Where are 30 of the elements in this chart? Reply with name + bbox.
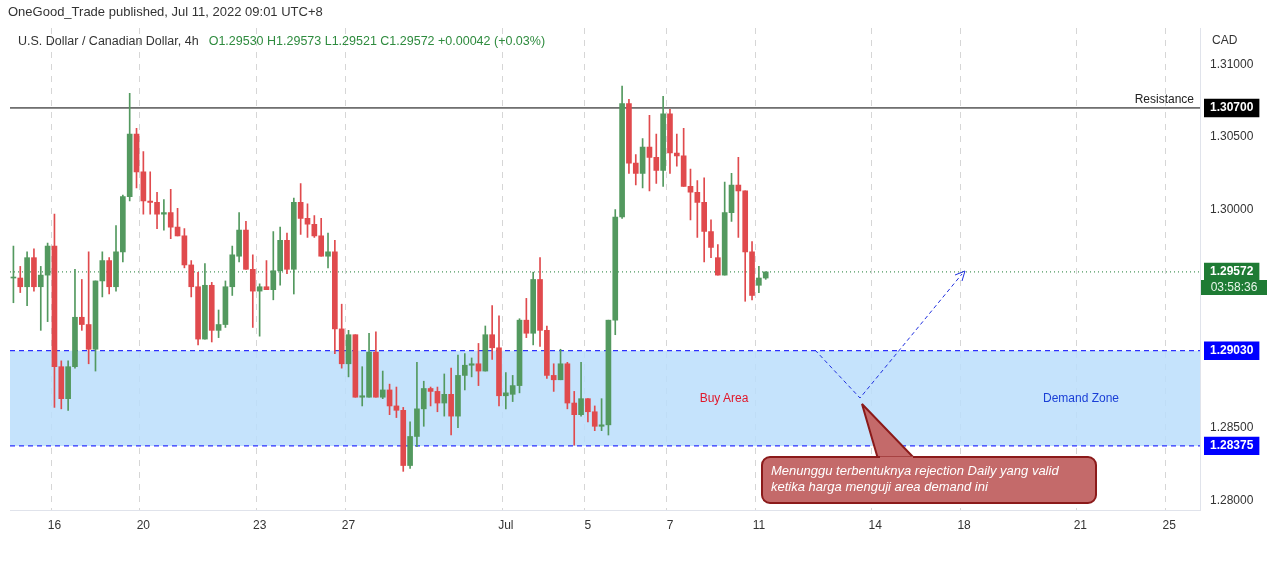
- annotation: Demand Zone: [1042, 390, 1120, 405]
- x-tick-label: 20: [136, 518, 151, 533]
- annotation: Menunggu terbentuknya rejection Daily yang valid ketika harga menguji area demand ini: [761, 456, 1097, 502]
- x-tick-label: 23: [252, 518, 267, 533]
- text: OneGood_Trade published, Jul 11, 2022 09:01 UTC+8: [8, 4, 323, 19]
- y-tick-label: 1.29030: [1210, 343, 1254, 358]
- x-tick-label: 25: [1162, 518, 1177, 533]
- x-tick-label: 5: [584, 518, 592, 533]
- y-tick-label: 1.30700: [1210, 100, 1254, 115]
- x-tick-label: 18: [957, 518, 972, 533]
- text: O1.29530 H1.29573 L1.29521 C1.29572 +0.00042 (+0.03%): [208, 34, 546, 48]
- text: 03:58:36: [1210, 280, 1258, 295]
- y-tick-label: 1.30500: [1210, 129, 1254, 144]
- text: U.S. Dollar / Canadian Dollar, 4h: [18, 34, 199, 48]
- x-tick-label: 16: [47, 518, 62, 533]
- x-tick-label: Jul: [498, 518, 514, 533]
- band-label: Buy Area: [699, 390, 749, 405]
- ref-line-label: Resistance: [1134, 92, 1195, 107]
- x-tick-label: 11: [752, 518, 766, 533]
- x-tick-label: 14: [868, 518, 883, 533]
- y-tick-label: 1.28000: [1210, 492, 1254, 507]
- y-tick-label: 1.31000: [1210, 56, 1254, 71]
- y-axis-title: CAD: [1212, 33, 1238, 47]
- y-tick-label: 1.30000: [1210, 202, 1254, 217]
- x-tick-label: 27: [341, 518, 356, 533]
- y-tick-label: 1.28375: [1210, 438, 1254, 453]
- x-tick-label: 21: [1073, 518, 1088, 533]
- y-tick-label: 1.29572: [1210, 264, 1254, 279]
- y-tick-label: 1.28500: [1210, 420, 1254, 435]
- x-tick-label: 7: [666, 518, 674, 533]
